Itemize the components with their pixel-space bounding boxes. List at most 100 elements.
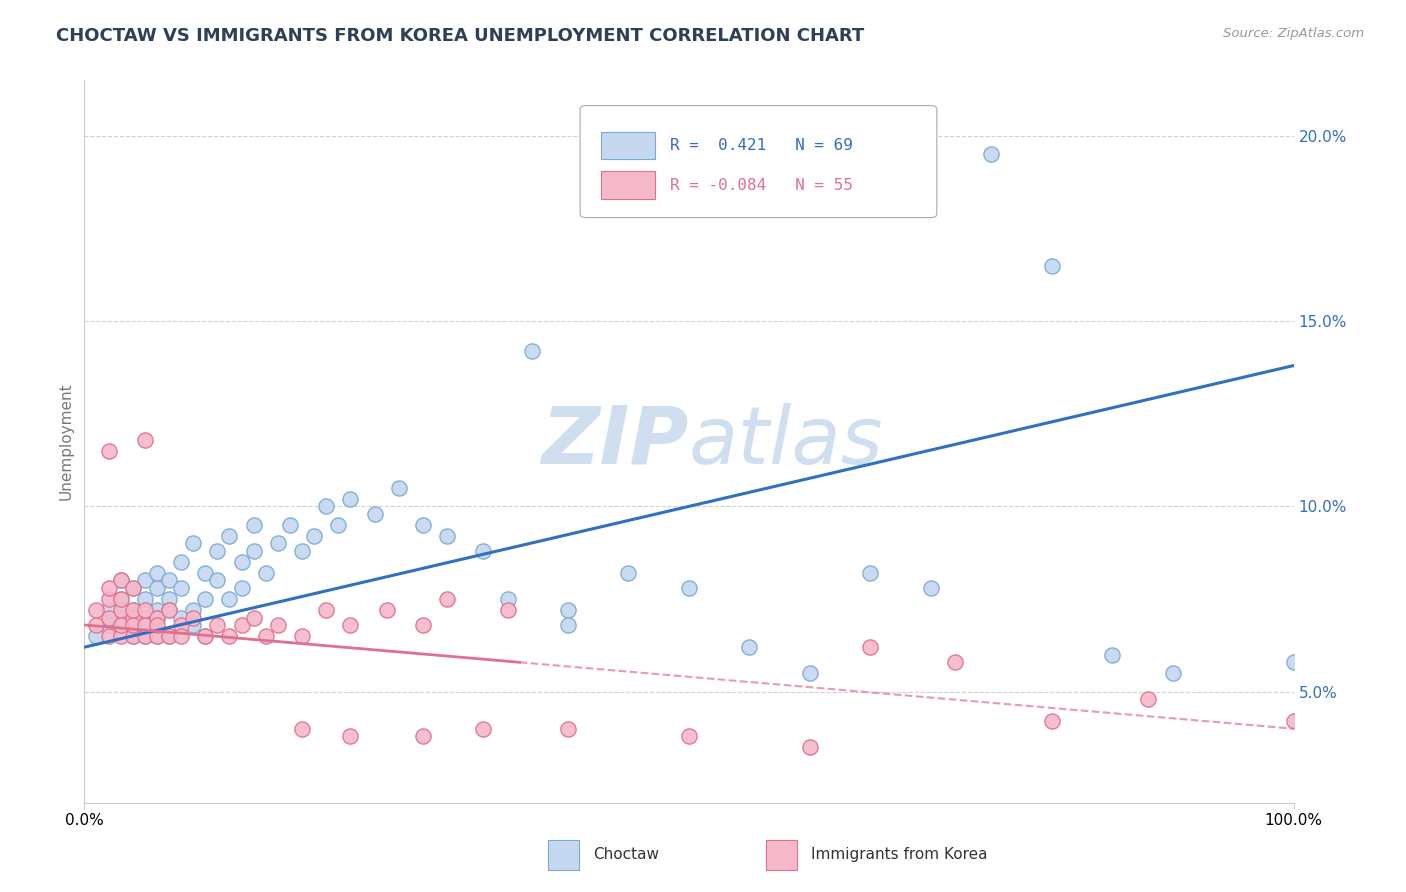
Point <box>267 536 290 550</box>
Point <box>181 603 204 617</box>
Point <box>97 443 120 458</box>
Point <box>388 481 411 495</box>
Point <box>436 529 458 543</box>
Point <box>121 581 143 595</box>
Point <box>134 618 156 632</box>
Point <box>181 610 204 624</box>
Point <box>157 603 180 617</box>
Point <box>181 618 204 632</box>
Point <box>859 566 882 580</box>
Point <box>97 592 120 607</box>
Point <box>134 629 156 643</box>
Point <box>110 592 132 607</box>
Point <box>1101 648 1123 662</box>
Point <box>207 574 229 588</box>
Text: Choctaw: Choctaw <box>593 847 659 863</box>
Point <box>110 610 132 624</box>
Point <box>557 603 579 617</box>
Point <box>157 629 180 643</box>
Point <box>157 592 180 607</box>
Point <box>157 603 180 617</box>
Point <box>315 500 337 514</box>
Point <box>557 618 579 632</box>
Point <box>291 722 314 736</box>
Point <box>97 610 120 624</box>
Point <box>799 666 821 681</box>
Point <box>557 722 579 736</box>
Point <box>218 529 240 543</box>
Point <box>472 722 495 736</box>
Point <box>170 555 193 569</box>
Point <box>1282 655 1305 669</box>
Point <box>146 581 169 595</box>
Point <box>121 629 143 643</box>
Point <box>302 529 325 543</box>
Point <box>134 610 156 624</box>
Point <box>86 603 108 617</box>
Point <box>1282 714 1305 729</box>
Point <box>121 581 143 595</box>
Point <box>170 618 193 632</box>
Point <box>157 629 180 643</box>
Point <box>1040 259 1063 273</box>
FancyBboxPatch shape <box>581 105 936 218</box>
Y-axis label: Unemployment: Unemployment <box>58 383 73 500</box>
Point <box>291 629 314 643</box>
Point <box>146 603 169 617</box>
Point <box>134 433 156 447</box>
Point <box>121 603 143 617</box>
Text: R = -0.084   N = 55: R = -0.084 N = 55 <box>669 178 852 193</box>
Point <box>920 581 942 595</box>
Point <box>194 592 217 607</box>
Point <box>1040 714 1063 729</box>
Text: R =  0.421   N = 69: R = 0.421 N = 69 <box>669 137 852 153</box>
Point <box>617 566 640 580</box>
Point <box>121 618 143 632</box>
Point <box>1137 692 1160 706</box>
Point <box>121 610 143 624</box>
Point <box>267 618 290 632</box>
Point <box>121 618 143 632</box>
Bar <box>600 171 655 199</box>
Point <box>339 618 361 632</box>
Point <box>218 629 240 643</box>
Point <box>231 581 253 595</box>
Point <box>134 592 156 607</box>
Text: Source: ZipAtlas.com: Source: ZipAtlas.com <box>1223 27 1364 40</box>
Point <box>678 581 700 595</box>
Point <box>86 618 108 632</box>
Point <box>134 603 156 617</box>
Text: ZIP: ZIP <box>541 402 689 481</box>
Point <box>242 544 264 558</box>
Point <box>170 629 193 643</box>
Point <box>110 574 132 588</box>
Point <box>242 610 264 624</box>
Point <box>121 603 143 617</box>
Point <box>170 610 193 624</box>
Point <box>496 592 519 607</box>
Point <box>375 603 398 617</box>
Point <box>328 517 350 532</box>
Point <box>472 544 495 558</box>
Point <box>207 544 229 558</box>
Point <box>738 640 761 655</box>
Point <box>110 618 132 632</box>
Point <box>207 618 229 632</box>
Point <box>194 629 217 643</box>
Point <box>97 581 120 595</box>
Point <box>254 629 277 643</box>
Point <box>181 536 204 550</box>
Point <box>146 610 169 624</box>
Point <box>315 603 337 617</box>
Point <box>520 343 543 358</box>
Point <box>412 729 434 743</box>
Text: Immigrants from Korea: Immigrants from Korea <box>811 847 988 863</box>
Point <box>110 574 132 588</box>
Point <box>291 544 314 558</box>
Point <box>980 147 1002 161</box>
Point <box>146 629 169 643</box>
Point <box>134 618 156 632</box>
Point <box>121 629 143 643</box>
Point <box>146 566 169 580</box>
Point <box>194 629 217 643</box>
